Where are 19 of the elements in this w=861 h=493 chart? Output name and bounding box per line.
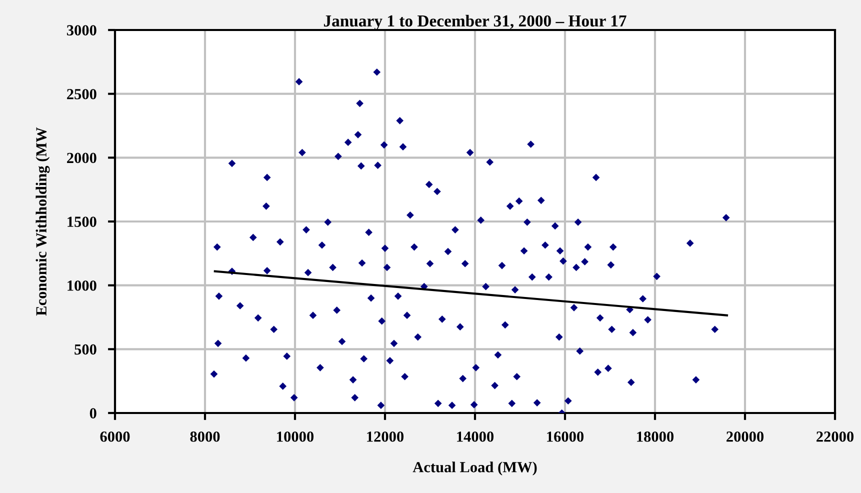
y-tick-label: 500 [74, 344, 96, 355]
x-tick-label: 20000 [726, 431, 764, 442]
x-tick-label: 22000 [816, 431, 854, 442]
x-tick-label: 10000 [277, 431, 314, 442]
y-tick-label: 1500 [68, 216, 96, 227]
x-axis-title: Actual Load (MW) [412, 462, 537, 476]
x-tick-label: 16000 [547, 431, 584, 442]
x-tick-label: 8000 [190, 431, 220, 442]
y-tick-label: 3000 [66, 25, 96, 36]
y-tick-label: 2500 [67, 88, 96, 100]
chart-title: January 1 to December 31, 2000 – Hour 17 [324, 14, 626, 30]
x-tick-label: 6000 [100, 431, 130, 442]
y-tick-label: 1000 [68, 280, 96, 291]
x-tick-label: 18000 [637, 431, 674, 442]
x-tick-label: 12000 [367, 431, 404, 442]
y-axis-title: Economic Withholding (MW [36, 127, 50, 316]
y-tick-label: 2000 [67, 152, 96, 164]
x-tick-label: 14000 [457, 431, 494, 442]
y-tick-label: 0 [90, 408, 96, 418]
